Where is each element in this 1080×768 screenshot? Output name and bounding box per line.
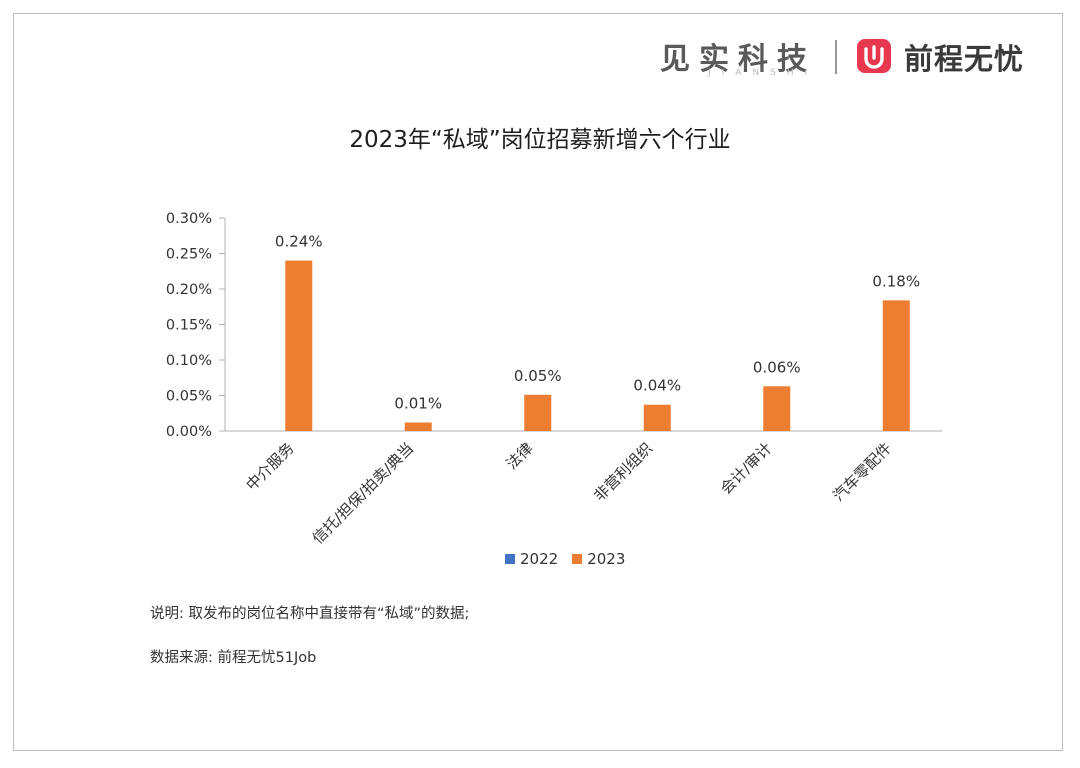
data-label: 0.24% bbox=[275, 233, 323, 251]
y-tick-label: 0.20% bbox=[166, 282, 212, 298]
bar-2023 bbox=[285, 260, 313, 431]
data-label: 0.06% bbox=[753, 358, 801, 376]
jianshi-logo-subtext: JIANSHI bbox=[708, 68, 819, 78]
51job-logo-text: 前程无忧 bbox=[904, 42, 1025, 76]
bar-2023 bbox=[763, 386, 791, 431]
legend-item-2023: 2023 bbox=[572, 550, 625, 568]
x-tick-label: 会计/审计 bbox=[717, 439, 776, 498]
y-tick-label: 0.10% bbox=[166, 353, 212, 369]
x-tick-label: 信托/担保/拍卖/典当 bbox=[309, 439, 417, 547]
note-source: 数据来源: 前程无忧51Job bbox=[150, 650, 317, 666]
bar-2023 bbox=[404, 422, 432, 431]
legend-label-2022: 2022 bbox=[520, 550, 559, 568]
bar-2023 bbox=[524, 394, 552, 431]
bar-2023 bbox=[643, 404, 671, 431]
axis-layer: 0.00% 0.05% 0.10% 0.15% 0.20% 0.25% 0.30% bbox=[166, 211, 942, 440]
data-label: 0.01% bbox=[394, 394, 442, 412]
bars-layer bbox=[285, 260, 910, 431]
y-tick-label: 0.05% bbox=[166, 389, 212, 405]
y-tick-label: 0.25% bbox=[166, 247, 212, 263]
legend-label-2023: 2023 bbox=[587, 550, 626, 568]
data-label: 0.04% bbox=[633, 377, 681, 395]
x-tick-label: 中介服务 bbox=[242, 439, 297, 494]
y-tick-label: 0.30% bbox=[166, 211, 212, 227]
legend-swatch-2022 bbox=[505, 554, 515, 564]
x-tick-label: 非营利组织 bbox=[590, 439, 656, 505]
brand-separator bbox=[835, 40, 837, 74]
data-label: 0.05% bbox=[514, 367, 562, 385]
51job-logo-icon bbox=[857, 39, 891, 73]
note-description: 说明: 取发布的岗位名称中直接带有“私域”的数据; bbox=[150, 606, 470, 622]
bar-2023 bbox=[882, 300, 910, 431]
legend-item-2022: 2022 bbox=[505, 550, 558, 568]
x-tick-label: 法律 bbox=[503, 439, 537, 473]
chart-legend: 2022 2023 bbox=[505, 550, 633, 568]
brand-header: 见实科技 JIANSHI 前程无忧 bbox=[660, 30, 1050, 90]
y-tick-label: 0.15% bbox=[166, 318, 212, 334]
y-tick-label: 0.00% bbox=[166, 424, 212, 440]
jianshi-logo-text: 见实科技 bbox=[660, 42, 816, 77]
legend-swatch-2023 bbox=[572, 554, 583, 564]
chart-title: 2023年“私域”岗位招募新增六个行业 bbox=[349, 127, 731, 153]
data-label: 0.18% bbox=[872, 272, 920, 290]
x-tick-label: 汽车零配件 bbox=[829, 439, 895, 505]
labels-layer: 0.24% 中介服务 0.01% 信托/担保/拍卖/典当 0.05% 法律 0.04% 非营利… bbox=[242, 233, 920, 548]
